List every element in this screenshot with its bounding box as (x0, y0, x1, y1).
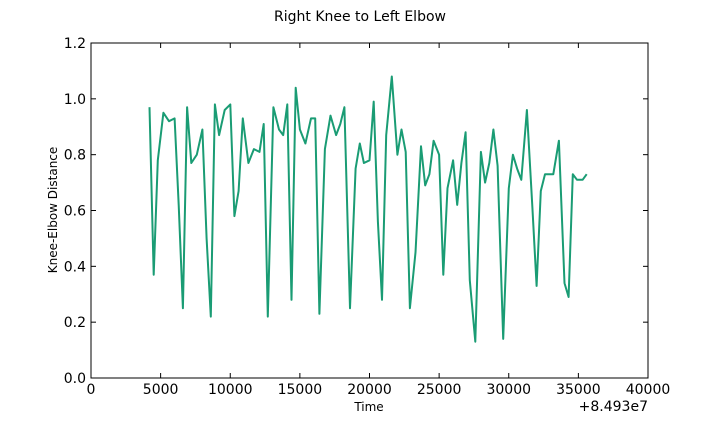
x-tick-label: 40000 (626, 382, 671, 398)
y-tick-label: 1.0 (64, 92, 86, 108)
x-tick-label: 5000 (143, 382, 179, 398)
x-offset-label: +8.493e7 (579, 399, 648, 415)
y-axis-label: Knee-Elbow Distance (46, 147, 60, 274)
x-tick-label: 30000 (486, 382, 531, 398)
y-tick-label: 0.4 (64, 259, 86, 275)
y-tick-label: 1.2 (64, 36, 86, 52)
series-line (148, 75, 588, 343)
y-axis: 0.0 0.2 0.4 0.6 0.8 1.0 1.2 (64, 36, 648, 387)
x-tick-label: 0 (87, 382, 96, 398)
x-tick-label: 10000 (208, 382, 253, 398)
x-axis-label: Time (353, 400, 383, 414)
y-tick-label: 0.6 (64, 204, 86, 220)
x-tick-label: 35000 (556, 382, 601, 398)
y-tick-label: 0.0 (64, 371, 86, 387)
x-tick-label: 25000 (417, 382, 462, 398)
chart-title: Right Knee to Left Elbow (274, 9, 446, 25)
plot-area: 0 5000 10000 15000 20000 25000 30000 35000 40000… (64, 36, 671, 398)
y-tick-label: 0.2 (64, 315, 86, 331)
plot-frame (90, 42, 649, 379)
x-axis: 0 5000 10000 15000 20000 25000 30000 35000 40000 (87, 43, 671, 398)
x-tick-label: 20000 (347, 382, 392, 398)
x-tick-label: 15000 (278, 382, 323, 398)
y-tick-label: 0.8 (64, 148, 86, 164)
